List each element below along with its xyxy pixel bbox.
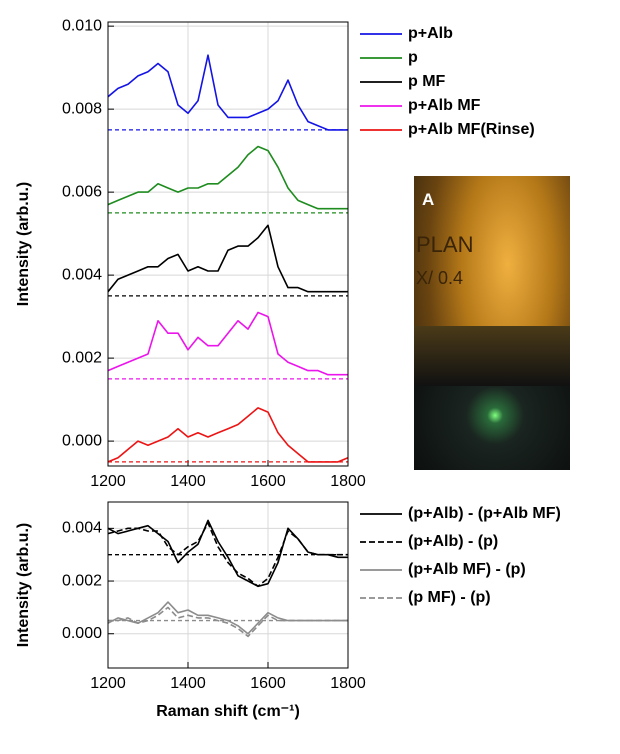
y-axis-label: Intensity (arb.u.) [15, 182, 32, 306]
series-line [108, 224, 348, 293]
y-tick-label: 0.010 [62, 17, 102, 34]
series-line [108, 601, 348, 635]
x-tick-label: 1200 [90, 473, 126, 490]
lens-rim [414, 326, 570, 386]
x-tick-label: 1400 [170, 675, 206, 692]
microscope-photo: A PLAN X/ 0.4 [414, 176, 570, 470]
plot-frame [107, 501, 349, 669]
y-tick-label: 0.002 [62, 349, 102, 366]
series-line [108, 606, 348, 638]
lens-text: X/ 0.4 [416, 268, 464, 288]
legend-label: p+Alb MF [408, 97, 481, 114]
y-tick-label: 0.006 [62, 183, 102, 200]
legend-label: p+Alb [408, 25, 453, 42]
x-tick-label: 1600 [250, 473, 286, 490]
x-tick-label: 1400 [170, 473, 206, 490]
legend-label: (p MF) - (p) [408, 589, 491, 606]
series-line [108, 145, 348, 210]
y-tick-label: 0.000 [62, 432, 102, 449]
legend-label: (p+Alb) - (p+Alb MF) [408, 505, 561, 522]
series-line [108, 519, 348, 588]
x-tick-label: 1200 [90, 675, 126, 692]
y-tick-label: 0.008 [62, 100, 102, 117]
series-line [108, 54, 348, 131]
legend-label: p+Alb MF(Rinse) [408, 121, 535, 138]
y-tick-label: 0.004 [62, 520, 102, 537]
series-line [108, 522, 348, 588]
legend-label: p [408, 49, 418, 66]
x-tick-label: 1800 [330, 473, 366, 490]
legend-label: (p+Alb MF) - (p) [408, 561, 526, 578]
x-tick-label: 1800 [330, 675, 366, 692]
lens-text: PLAN [416, 232, 474, 257]
series-line [108, 311, 348, 376]
y-tick-label: 0.002 [62, 572, 102, 589]
x-tick-label: 1600 [250, 675, 286, 692]
sample-stage [414, 386, 570, 470]
legend-label: p MF [408, 73, 446, 90]
panel-label: A [422, 190, 435, 209]
x-axis-label: Raman shift (cm⁻¹) [156, 703, 300, 720]
y-tick-label: 0.004 [62, 266, 102, 283]
plot-frame [107, 21, 349, 467]
series-line [108, 407, 348, 463]
y-axis-label: Intensity (arb.u.) [15, 523, 32, 647]
y-tick-label: 0.000 [62, 625, 102, 642]
legend-label: (p+Alb) - (p) [408, 533, 498, 550]
